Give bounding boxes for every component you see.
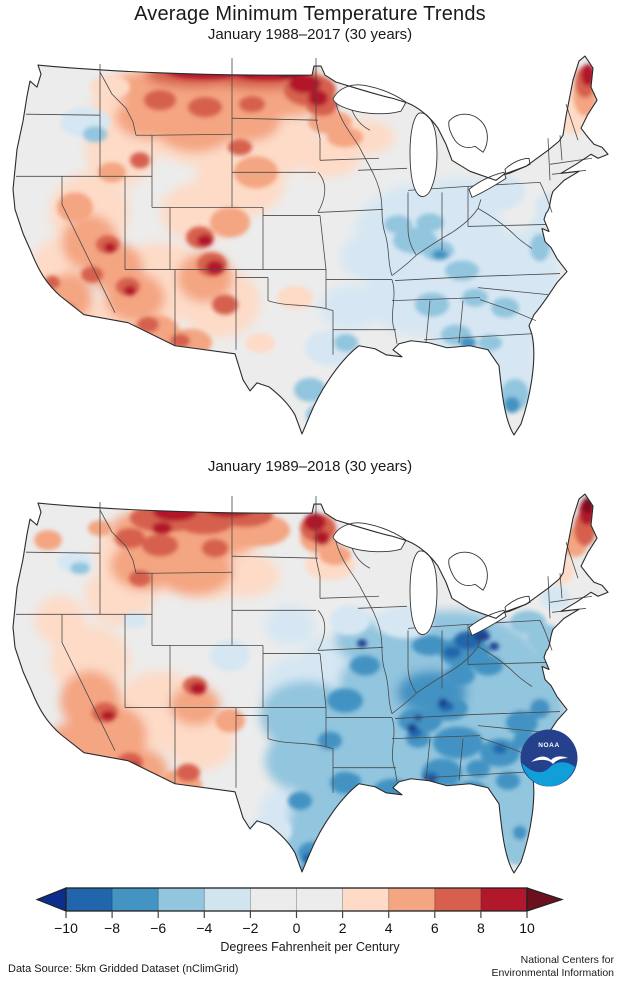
ncei-credit-line1: National Centers for bbox=[520, 954, 614, 966]
data-source-note: Data Source: 5km Gridded Dataset (nClimG… bbox=[8, 963, 239, 975]
noaa-logo: NOAA bbox=[520, 729, 578, 787]
noaa-logo-wave bbox=[522, 762, 575, 787]
legend-tick-label: −8 bbox=[104, 920, 120, 936]
noaa-seagull-icon bbox=[531, 756, 568, 764]
noaa-logo-text: NOAA bbox=[538, 742, 560, 749]
legend-tick-label: 8 bbox=[477, 920, 485, 936]
legend-tick-label: −10 bbox=[54, 920, 78, 936]
ncei-credit: National Centers for Environmental Infor… bbox=[491, 954, 614, 979]
map1-subtitle: January 1988–2017 (30 years) bbox=[207, 26, 413, 43]
ncei-credit-line2: Environmental Information bbox=[491, 966, 614, 979]
legend-tick-label: 0 bbox=[293, 920, 301, 936]
legend-tick-label: 4 bbox=[385, 920, 393, 936]
legend-colorbar: −10 −8 −6 −4 −2 0 2 4 6 8 10 bbox=[35, 887, 564, 936]
legend-tick-label: 2 bbox=[339, 920, 347, 936]
legend-tick-label: −2 bbox=[242, 920, 258, 936]
legend-tick-label: 10 bbox=[519, 920, 535, 936]
us-map-panel-1988-2017 bbox=[12, 55, 609, 436]
map2-subtitle: January 1989–2018 (30 years) bbox=[207, 458, 413, 475]
page-title: Average Minimum Temperature Trends bbox=[134, 3, 486, 25]
legend-tick-label: −4 bbox=[196, 920, 212, 936]
legend-tick-label: 6 bbox=[431, 920, 439, 936]
us-map-panel-1989-2018 bbox=[12, 493, 609, 874]
legend-caption: Degrees Fahrenheit per Century bbox=[220, 940, 400, 954]
legend-tick-label: −6 bbox=[150, 920, 166, 936]
